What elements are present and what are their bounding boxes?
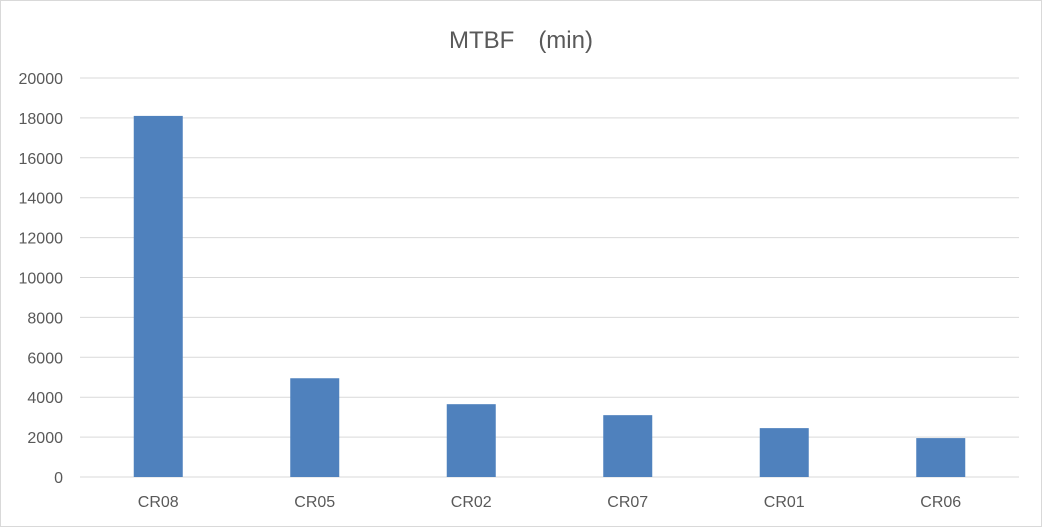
- grid-lines: [80, 77, 1019, 478]
- y-tick-label: 0: [54, 470, 63, 487]
- y-axis-tick-labels: 0 2000 4000 6000 8000 10000 12000 14000 16000 180…: [19, 71, 64, 487]
- chart-title: MTBF (min): [449, 27, 593, 54]
- y-tick-label: 8000: [27, 310, 63, 327]
- y-tick-label: 2000: [27, 430, 63, 447]
- x-tick-label: CR08: [138, 494, 179, 511]
- bar-cr08: [133, 115, 183, 477]
- bar-cr05: [290, 378, 340, 477]
- y-tick-label: 16000: [19, 151, 64, 168]
- x-tick-label: CR02: [451, 494, 492, 511]
- y-tick-label: 20000: [19, 71, 64, 88]
- y-tick-label: 14000: [19, 191, 64, 208]
- bar-cr06: [916, 438, 966, 477]
- bar-cr02: [446, 404, 496, 477]
- y-tick-label: 18000: [19, 111, 64, 128]
- y-tick-label: 10000: [19, 271, 64, 288]
- x-axis-tick-labels: CR08 CR05 CR02 CR07 CR01 CR06: [138, 494, 962, 511]
- y-tick-label: 6000: [27, 350, 63, 367]
- bar-cr01: [759, 428, 809, 477]
- bar-cr07: [603, 415, 653, 477]
- bars: [133, 115, 966, 477]
- x-tick-label: CR06: [920, 494, 961, 511]
- x-tick-label: CR01: [764, 494, 805, 511]
- y-tick-label: 4000: [27, 390, 63, 407]
- y-tick-label: 12000: [19, 231, 64, 248]
- x-tick-label: CR05: [294, 494, 335, 511]
- x-tick-label: CR07: [607, 494, 648, 511]
